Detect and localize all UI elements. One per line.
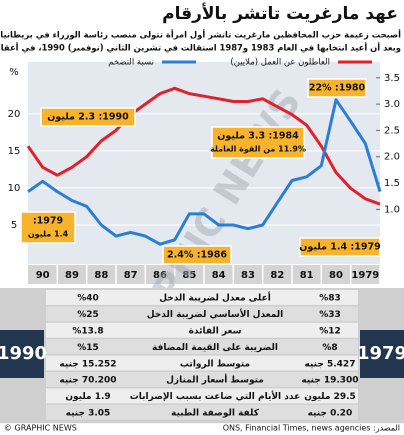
annotation-text: 1986: 2.4% [167, 250, 227, 261]
y-tick-label: 10 [8, 183, 21, 194]
value-right: 0.20 جنيه [308, 409, 353, 419]
value-left: %40 [77, 294, 99, 304]
x-tick-label: 88 [94, 270, 108, 281]
x-tick-label: 89 [65, 270, 79, 281]
year-box [0, 330, 44, 378]
table-row [46, 388, 358, 404]
y2-tick-label: 2.0 [384, 152, 400, 163]
table-row [46, 322, 358, 338]
value-left: %13.8 [72, 327, 103, 337]
row-label: سعر الفائدة [189, 327, 242, 337]
value-left: %25 [77, 310, 99, 320]
subtitle: وبعد أن أعيد انتخابها في العام 1983 و198… [0, 42, 401, 54]
annotation-text: 1984: 3.3 مليون [217, 131, 299, 142]
y2-tick-label: 3.5 [384, 73, 400, 84]
annotation-text: 1990: 2.3 مليون [47, 112, 129, 123]
table-row [46, 306, 358, 322]
credit: © GRAPHIC NEWS [4, 424, 77, 433]
data-line [27, 98, 382, 246]
subtitle: أصبحت زعيمة حزب المحافظين مارغريت تاتشر … [0, 29, 401, 41]
x-tick-label: 1979 [351, 270, 379, 281]
table-row [46, 339, 358, 355]
x-tick-label: 84 [212, 270, 226, 281]
annotation-box [20, 211, 76, 244]
year-left: 1990 [0, 343, 47, 364]
annotation-box [307, 78, 367, 98]
legend-label: نسبة التضخم [108, 58, 154, 68]
x-tick-label: 87 [124, 270, 138, 281]
legend-label: العاطلون عن العمل (ملايين) [230, 58, 330, 68]
value-left: 3.05 جنيه [66, 409, 111, 419]
table-row [46, 290, 358, 305]
x-tick-label: 86 [153, 270, 167, 281]
annotation-box [162, 245, 232, 265]
annotation-box [40, 107, 136, 127]
x-tick-label: 90 [36, 270, 50, 281]
annotation-box [211, 126, 305, 159]
year-right: 1979 [357, 343, 404, 364]
row-label: متوسط أسعار المنازل [166, 374, 264, 386]
annotation-text: 1.4 مليون [28, 230, 69, 239]
y-tick-label: 20 [8, 109, 21, 120]
annotation-text: 1979: [33, 216, 63, 227]
source: المصدر: ONS, Financial Times, news agenc… [223, 424, 400, 433]
title: عهد مارغريت تاتشر بالأرقام [162, 3, 398, 24]
row-label: أعلى معدل لضريبة الدخل [159, 292, 271, 304]
x-tick-label: 82 [270, 270, 284, 281]
x-tick-label: 81 [300, 270, 314, 281]
annotation-box [299, 237, 381, 257]
row-label: متوسط الرواتب [180, 359, 250, 369]
value-right: %12 [319, 327, 341, 337]
annotation-text: 1979: 1.4 مليون [299, 242, 380, 253]
value-left: 70.200 جنيه [59, 376, 116, 386]
value-right: %83 [319, 294, 341, 304]
annotation-text: 11.9% من القوة العاملة [210, 145, 306, 154]
table-row [46, 355, 358, 371]
value-left: 15.252 جنيه [59, 359, 116, 369]
data-line [26, 86, 381, 206]
y2-tick-label: 1.5 [384, 178, 400, 189]
value-right: 5.427 جنيه [305, 359, 356, 369]
y-tick-label: 15 [8, 146, 21, 157]
row-label: المعدل الأساسي لضريبة الدخل [147, 308, 284, 320]
annotation-text: 1980: 22% [309, 83, 366, 94]
x-tick-label: 85 [182, 270, 196, 281]
value-right: 19.300 جنيه [301, 376, 358, 386]
value-right: %8 [322, 343, 337, 353]
value-right: 29.5 مليون [304, 392, 356, 402]
y-tick-label: 5 [11, 220, 17, 231]
x-tick-label: 80 [329, 270, 343, 281]
y-axis-unit: % [9, 67, 19, 78]
y2-tick-label: 2.5 [384, 125, 400, 136]
row-label: كلفة الوصفة الطبية [171, 409, 260, 419]
y2-tick-label: 3.0 [384, 99, 400, 110]
row-label: عدد الأيام التي ضاعت بسبب الإضرابات [130, 390, 300, 402]
year-box [360, 330, 404, 378]
y2-tick-label: 1.0 [384, 204, 400, 215]
value-right: %33 [319, 310, 341, 320]
table-row [46, 372, 358, 387]
row-label: الضريبة على القيمة المضافة [152, 343, 278, 353]
x-tick-label: 83 [241, 270, 255, 281]
value-left: %15 [77, 343, 99, 353]
table-row [46, 404, 358, 420]
value-left: 1.9 مليون [65, 392, 110, 402]
